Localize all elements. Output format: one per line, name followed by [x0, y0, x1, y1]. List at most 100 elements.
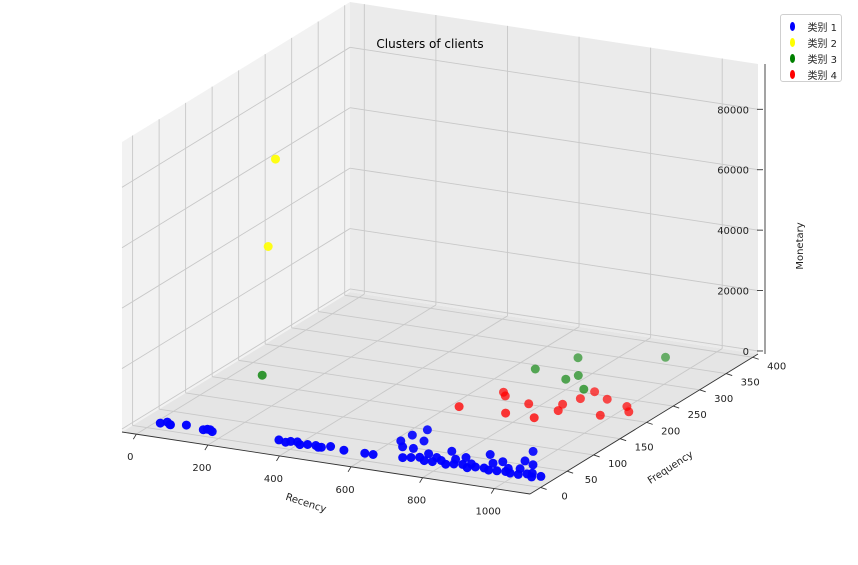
axis-panes: [122, 2, 758, 494]
data-point: [166, 420, 175, 430]
chart-title: Clusters of clients: [376, 37, 483, 51]
data-point: [484, 465, 494, 475]
data-point: [579, 384, 589, 394]
data-point: [427, 457, 437, 467]
grid-line: [121, 46, 351, 188]
data-point: [470, 462, 480, 472]
data-point: [408, 443, 418, 453]
legend-marker-2: [790, 37, 796, 47]
grid-line: [132, 425, 541, 488]
y-tick: [593, 454, 600, 458]
data-point: [528, 460, 538, 470]
grid-line: [136, 293, 365, 435]
x-tick-label: 800: [407, 496, 426, 507]
data-point: [368, 450, 378, 459]
data-point: [303, 440, 313, 449]
data-point: [316, 442, 326, 452]
z-tick-label: 40000: [717, 226, 749, 237]
x-tick-label: 200: [192, 463, 211, 474]
data-point: [155, 418, 165, 428]
legend-item[interactable]: 类别 1: [785, 18, 837, 34]
data-point: [553, 406, 563, 416]
data-point: [575, 394, 585, 404]
data-point: [528, 446, 538, 456]
data-point: [257, 370, 267, 380]
grid-line: [212, 376, 621, 440]
data-point: [271, 154, 280, 164]
grid-line: [207, 304, 437, 446]
data-point: [339, 445, 349, 455]
data-point: [498, 457, 508, 467]
back-pane: [350, 2, 758, 354]
z-tick-label: 60000: [717, 166, 749, 177]
grid-line: [318, 311, 727, 374]
data-point: [447, 446, 457, 456]
data-point: [198, 425, 208, 435]
grid-line: [349, 46, 759, 110]
data-point: [326, 442, 336, 451]
data-point: [590, 387, 600, 397]
grid-line: [121, 167, 351, 309]
grid-line: [121, 288, 351, 430]
legend-marker-4: [790, 69, 796, 79]
y-tick: [566, 470, 574, 474]
data-point: [424, 449, 434, 459]
y-tick-label: 50: [585, 475, 598, 486]
grid-line: [121, 107, 351, 249]
grid-line: [185, 392, 594, 456]
data-point: [419, 436, 429, 446]
data-point: [181, 420, 191, 430]
data-point: [513, 469, 523, 479]
data-point: [485, 450, 495, 459]
z-tick-label: 0: [743, 347, 749, 358]
data-point: [520, 456, 530, 466]
grid-line: [344, 294, 753, 358]
legend-label: 类别 4: [807, 70, 837, 82]
grid-line: [279, 315, 508, 457]
x-tick: [204, 444, 209, 451]
data-point: [661, 352, 670, 362]
tick-labels: 0 200 400 600 800 1000 0 50 100 150 200 250 300 350 40…: [127, 105, 786, 517]
y-tick: [673, 405, 680, 409]
y-tick-label: 350: [741, 378, 760, 389]
y-tick-label: 300: [714, 394, 733, 405]
grid-line: [291, 327, 700, 391]
data-point: [419, 456, 429, 466]
x-tick: [276, 455, 280, 462]
data-point: [602, 394, 612, 404]
data-point: [281, 437, 291, 447]
legend-item[interactable]: 类别 2: [785, 34, 837, 50]
legend-marker-3: [790, 53, 796, 63]
grid-line: [350, 326, 580, 468]
grid-line: [121, 228, 351, 369]
legend-label: 类别 3: [807, 54, 837, 66]
grid-line: [349, 107, 759, 171]
x-tick: [490, 488, 495, 494]
data-point: [488, 458, 498, 468]
legend-item[interactable]: 类别 3: [785, 50, 837, 66]
axis-lines: [121, 64, 766, 495]
data-point: [530, 364, 540, 374]
y-tick-label: 400: [767, 361, 786, 372]
data-point: [573, 371, 583, 380]
data-point: [360, 448, 370, 458]
data-point: [536, 471, 546, 481]
data-point: [529, 413, 539, 423]
data-point: [461, 453, 471, 462]
z-tick-label: 80000: [717, 105, 749, 116]
data-point: [505, 468, 515, 478]
y-tick-label: 0: [561, 491, 567, 502]
grid-line: [349, 167, 759, 231]
legend: 类别 1 类别 2 类别 3 类别 4: [780, 14, 842, 82]
z-tick-label: 20000: [717, 287, 749, 298]
x-tick-label: 600: [336, 485, 355, 496]
x-tick: [132, 433, 137, 440]
data-point: [449, 459, 459, 469]
data-points: [155, 154, 670, 482]
data-point: [263, 242, 273, 251]
data-point: [561, 374, 571, 384]
x-tick: [419, 477, 424, 483]
grid-line: [349, 288, 759, 352]
legend-item[interactable]: 类别 4: [785, 66, 837, 82]
